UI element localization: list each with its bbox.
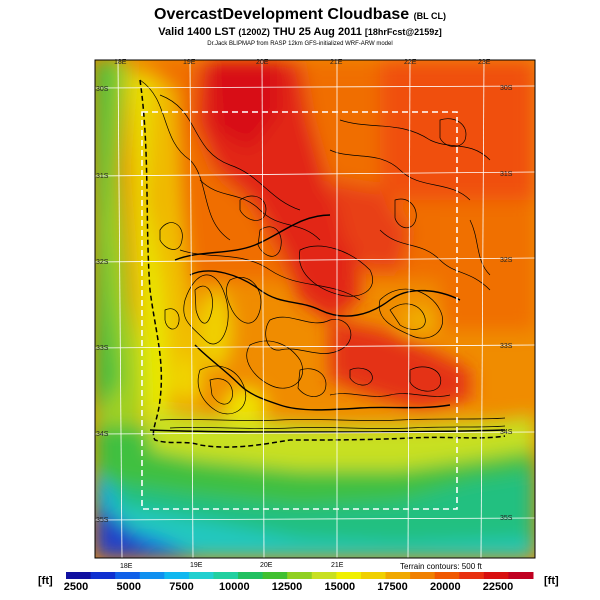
colorbar-swatch (336, 572, 362, 579)
lon-label-top: 23E (478, 59, 491, 66)
colorbar-swatch (483, 572, 509, 579)
major-contours (149, 214, 506, 433)
graticule (95, 60, 535, 558)
terrain-note: Terrain contours: 500 ft (400, 562, 483, 571)
colorbar-tick-label: 15000 (325, 581, 356, 593)
colorbar (66, 572, 534, 579)
colorbar-tick-label: 5000 (117, 581, 141, 593)
colorbar-swatch (164, 572, 190, 579)
colorbar-tick-label: 22500 (483, 581, 514, 593)
colorbar-swatch (262, 572, 288, 579)
title-main: OvercastDevelopment Cloudbase (154, 6, 410, 23)
forecast-date: THU 25 Aug 2011 (272, 26, 362, 38)
lat-label-right: 31S (500, 171, 513, 178)
lon-label-top: 21E (330, 59, 343, 66)
lat-label-left: 32S (96, 259, 109, 266)
colorbar-swatch (90, 572, 116, 579)
colorbar-tick-label: 7500 (169, 581, 193, 593)
lon-label-bottom: 20E (260, 562, 273, 569)
colorbar-tick-label: 10000 (219, 581, 250, 593)
colorbar-swatch (360, 572, 387, 579)
colorbar-swatch (434, 572, 460, 579)
colorbar-swatch (115, 572, 141, 579)
colorbar-tick-label: 2500 (64, 581, 88, 593)
lon-label-top: 18E (114, 59, 127, 66)
lon-label-bottom: 21E (331, 562, 344, 569)
lat-label-right: 32S (500, 257, 513, 264)
colorbar-tick-label: 12500 (272, 581, 303, 593)
lat-label-left: 30S (96, 86, 109, 93)
colorbar-swatch (508, 572, 534, 579)
lon-label-bottom: 18E (120, 563, 133, 570)
colorbar-unit-right: [ft] (544, 575, 559, 587)
cloudbase-field (95, 60, 535, 558)
colorbar-swatch (287, 572, 313, 579)
inner-domain-box (141, 111, 458, 510)
lat-label-left: 35S (96, 517, 109, 524)
colorbar-swatch (385, 572, 411, 579)
colorbar-swatch (139, 572, 165, 579)
colorbar-unit-left: [ft] (38, 575, 53, 587)
lat-label-left: 31S (96, 173, 109, 180)
utc-time: (1200Z) (238, 27, 270, 37)
colorbar-labels: 2500 5000 7500 10000 12500 15000 17500 20000 225… (64, 581, 514, 593)
chart-title: OvercastDevelopment Cloudbase (BL CL) (0, 6, 600, 24)
colorbar-swatch (410, 572, 436, 579)
lat-label-left: 33S (96, 345, 109, 352)
lat-label-right: 35S (500, 515, 513, 522)
colorbar-swatch (459, 572, 485, 579)
lon-label-top: 20E (256, 59, 269, 66)
model-credit: Dr.Jack BLIPMAP from RASP 12km GFS-initi… (207, 41, 393, 47)
lon-label-top: 22E (404, 59, 417, 66)
colorbar-swatch (213, 572, 239, 579)
lat-label-left: 34S (96, 431, 109, 438)
lon-label-bottom: 19E (190, 562, 203, 569)
forecast-info: [18hrFcst@2159z] (364, 27, 442, 37)
lat-label-right: 34S (500, 429, 513, 436)
colorbar-swatch (188, 572, 214, 579)
map-frame (94, 59, 536, 559)
valid-time: Valid 1400 LST (158, 26, 236, 38)
title-suffix: (BL CL) (413, 11, 446, 21)
lat-label-right: 30S (500, 85, 513, 92)
lat-label-right: 33S (500, 343, 513, 350)
colorbar-tick-label: 17500 (377, 581, 408, 593)
colorbar-swatch (238, 572, 264, 579)
chart-subtitle: Valid 1400 LST (1200Z) THU 25 Aug 2011 [… (0, 26, 600, 38)
lon-label-top: 19E (183, 59, 196, 66)
terrain-contours (139, 79, 506, 429)
colorbar-swatch (311, 572, 337, 579)
colorbar-tick-label: 20000 (430, 581, 461, 593)
colorbar-swatch (66, 572, 92, 579)
coastline (139, 79, 506, 448)
